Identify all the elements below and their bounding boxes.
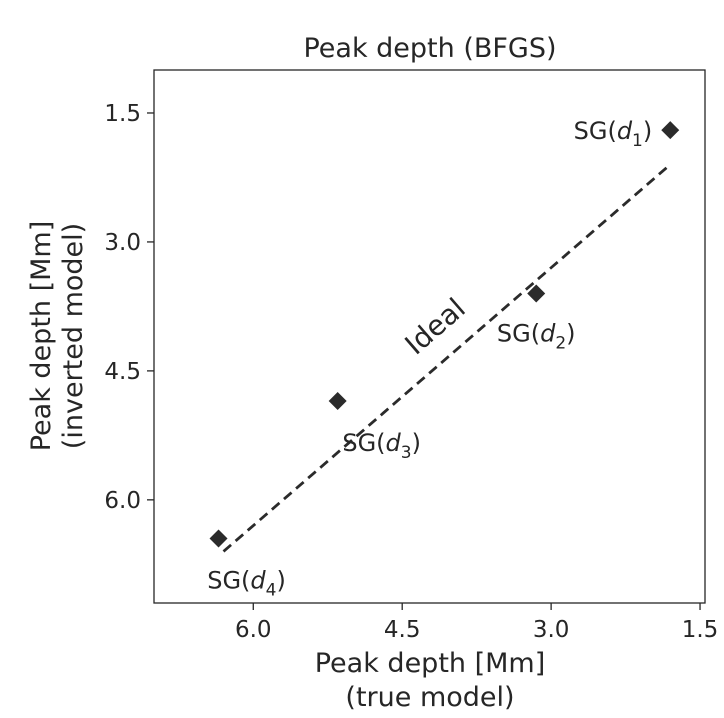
plot-frame xyxy=(153,69,706,604)
data-point-marker xyxy=(527,284,546,303)
x-axis-label-line-1: Peak depth [Mm] xyxy=(315,648,546,679)
data-point-marker xyxy=(328,391,347,410)
y-axis-label-line-1: Peak depth [Mm] xyxy=(26,221,57,452)
data-point-label: SG(d4) xyxy=(207,567,286,601)
x-tick-label: 3.0 xyxy=(533,617,570,643)
x-tick-label: 4.5 xyxy=(384,617,421,643)
point-labels: SG(d1) SG(d2) SG(d3) SG(d4) xyxy=(207,117,652,600)
data-point-label: SG(d1) xyxy=(574,117,653,151)
data-point-label: SG(d2) xyxy=(497,320,576,354)
y-tick-label: 6.0 xyxy=(104,488,141,514)
ideal-label: Ideal xyxy=(399,292,472,362)
ideal-line xyxy=(222,163,672,553)
data-point-label: SG(d3) xyxy=(342,429,421,463)
y-tick-label: 3.0 xyxy=(104,230,141,256)
y-tick-label: 1.5 xyxy=(104,101,141,127)
x-axis: 6.0 4.5 3.0 1.5 xyxy=(235,603,718,643)
x-axis-label-line-2: (true model) xyxy=(345,682,514,713)
x-tick-label: 1.5 xyxy=(682,617,719,643)
y-axis: 1.5 3.0 4.5 6.0 xyxy=(104,101,154,514)
chart-title: Peak depth (BFGS) xyxy=(303,33,556,64)
data-point-marker xyxy=(209,529,228,548)
data-points xyxy=(209,121,680,548)
y-tick-label: 4.5 xyxy=(104,359,141,385)
data-point-marker xyxy=(661,121,680,140)
x-tick-label: 6.0 xyxy=(235,617,272,643)
y-axis-label-line-2: (inverted model) xyxy=(58,223,89,449)
